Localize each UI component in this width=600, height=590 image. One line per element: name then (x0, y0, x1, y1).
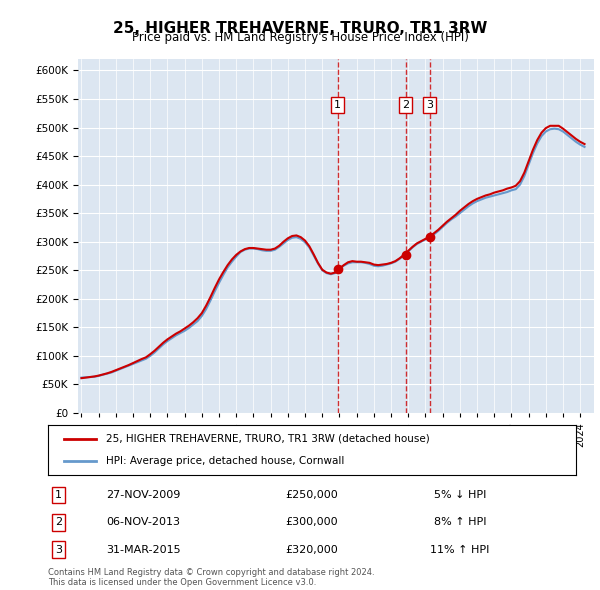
Text: 11% ↑ HPI: 11% ↑ HPI (430, 545, 490, 555)
Text: Contains HM Land Registry data © Crown copyright and database right 2024.
This d: Contains HM Land Registry data © Crown c… (48, 568, 374, 587)
Text: 31-MAR-2015: 31-MAR-2015 (106, 545, 181, 555)
Text: £320,000: £320,000 (286, 545, 338, 555)
Text: 5% ↓ HPI: 5% ↓ HPI (434, 490, 486, 500)
Text: 25, HIGHER TREHAVERNE, TRURO, TR1 3RW: 25, HIGHER TREHAVERNE, TRURO, TR1 3RW (113, 21, 487, 35)
Text: 1: 1 (334, 100, 341, 110)
Text: £250,000: £250,000 (286, 490, 338, 500)
Text: Price paid vs. HM Land Registry's House Price Index (HPI): Price paid vs. HM Land Registry's House … (131, 31, 469, 44)
Text: 27-NOV-2009: 27-NOV-2009 (106, 490, 180, 500)
Text: 1: 1 (55, 490, 62, 500)
Text: 06-NOV-2013: 06-NOV-2013 (106, 517, 180, 527)
Text: 2: 2 (55, 517, 62, 527)
Text: 25, HIGHER TREHAVERNE, TRURO, TR1 3RW (detached house): 25, HIGHER TREHAVERNE, TRURO, TR1 3RW (d… (106, 434, 430, 444)
Text: £300,000: £300,000 (286, 517, 338, 527)
Text: 3: 3 (55, 545, 62, 555)
Text: HPI: Average price, detached house, Cornwall: HPI: Average price, detached house, Corn… (106, 456, 344, 466)
Text: 3: 3 (426, 100, 433, 110)
Text: 2: 2 (402, 100, 409, 110)
Text: 8% ↑ HPI: 8% ↑ HPI (434, 517, 486, 527)
